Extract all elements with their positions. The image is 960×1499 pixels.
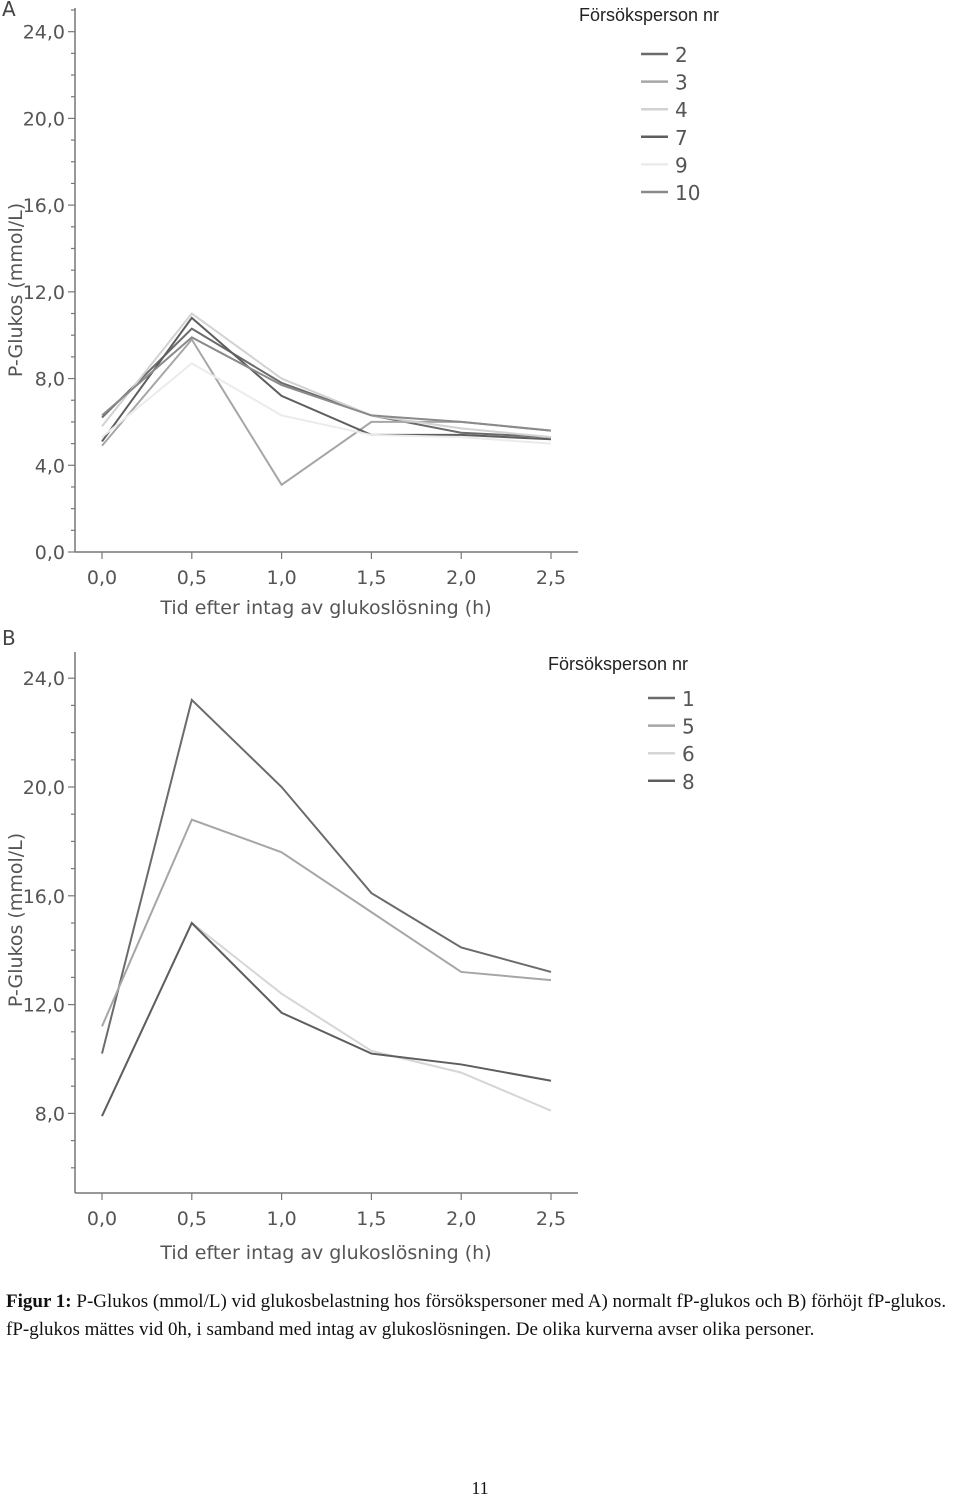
y-tick-label: 24,0 [23, 22, 65, 44]
y-tick-label: 12,0 [23, 282, 65, 304]
x-tick-label: 2,0 [446, 567, 476, 589]
legend-label-3: 3 [675, 71, 688, 95]
y-tick-label: 16,0 [23, 195, 65, 217]
y-tick-label: 4,0 [35, 455, 65, 477]
legend-label-10: 10 [675, 181, 700, 205]
figure-canvas: A P-Glukos (mmol/L) Tid efter intag av g… [2, 0, 719, 1264]
y-tick-label: 8,0 [35, 369, 65, 391]
y-tick-label: 24,0 [23, 668, 65, 690]
y-axis-title: P-Glukos (mmol/L) [5, 203, 27, 377]
x-tick-label: 1,5 [356, 567, 386, 589]
legend-title: Försöksperson nr [548, 654, 688, 674]
caption-lead: Figur 1: [6, 1291, 72, 1312]
panel-a-legend: 2 3 4 7 9 10 [641, 43, 700, 205]
y-tick-label: 16,0 [23, 886, 65, 908]
legend-title: Försöksperson nr [579, 5, 719, 25]
series-line-5 [101, 818, 552, 1027]
y-tick-label: 12,0 [23, 995, 65, 1017]
x-tick-label: 0,5 [177, 567, 207, 589]
legend-label-1: 1 [682, 687, 695, 711]
legend-label-9: 9 [675, 153, 688, 177]
legend-label-4: 4 [675, 98, 688, 122]
panel-b-axes: 8,0 12,0 16,0 20,0 24,0 0,0 0,5 1,0 1,5 2,0 2,5 [23, 652, 578, 1230]
x-axis-title: Tid efter intag av glukoslösning (h) [159, 597, 491, 619]
panel-a-letter: A [2, 0, 16, 21]
series-line-4 [101, 312, 552, 439]
panel-b-y-axis-label: P-Glukos (mmol/L) [5, 833, 27, 1007]
x-axis-title: Tid efter intag av glukoslösning (h) [159, 1242, 491, 1264]
panel-b-letter: B [2, 626, 16, 650]
x-tick-label: 2,0 [446, 1208, 476, 1230]
series-line-8 [101, 921, 552, 1117]
series-line-10 [101, 336, 552, 432]
legend-label-7: 7 [675, 126, 688, 150]
legend-label-2: 2 [675, 43, 688, 67]
y-tick-label: 8,0 [35, 1103, 65, 1125]
panel-a-y-axis-label: P-Glukos (mmol/L) [5, 203, 27, 377]
caption-text: P-Glukos (mmol/L) vid glukosbelastning h… [6, 1291, 947, 1340]
panel-a-chart: A P-Glukos (mmol/L) Tid efter intag av g… [2, 0, 719, 619]
x-tick-label: 0,0 [87, 1208, 117, 1230]
series-line-1 [101, 698, 552, 1054]
series-line-9 [101, 362, 552, 445]
y-tick-label: 20,0 [23, 108, 65, 130]
x-tick-label: 2,5 [536, 1208, 566, 1230]
figure-caption: Figur 1: P-Glukos (mmol/L) vid glukosbel… [6, 1288, 960, 1344]
series-line-7 [101, 316, 552, 443]
page-number: 11 [471, 1478, 489, 1498]
series-line-6 [101, 921, 552, 1117]
x-tick-label: 1,0 [266, 1208, 296, 1230]
x-tick-label: 0,0 [87, 567, 117, 589]
x-tick-label: 1,0 [266, 567, 296, 589]
panel-b-series-lines [101, 698, 552, 1117]
legend-label-6: 6 [682, 742, 695, 766]
x-tick-label: 0,5 [177, 1208, 207, 1230]
series-line-3 [101, 337, 552, 487]
panel-a-axes: 0,0 4,0 8,0 12,0 16,0 20,0 24,0 0,0 0,5 1,0 1,5 2,0… [23, 8, 578, 589]
y-tick-label: 0,0 [35, 542, 65, 564]
panel-a-series-lines [101, 312, 552, 487]
y-axis-title: P-Glukos (mmol/L) [5, 833, 27, 1007]
panel-b-chart: B P-Glukos (mmol/L) Tid efter intag av g… [2, 626, 695, 1264]
x-tick-label: 2,5 [536, 567, 566, 589]
series-line-2 [101, 327, 552, 439]
legend-label-5: 5 [682, 715, 695, 739]
x-tick-label: 1,5 [356, 1208, 386, 1230]
legend-label-8: 8 [682, 770, 695, 794]
y-tick-label: 20,0 [23, 777, 65, 799]
